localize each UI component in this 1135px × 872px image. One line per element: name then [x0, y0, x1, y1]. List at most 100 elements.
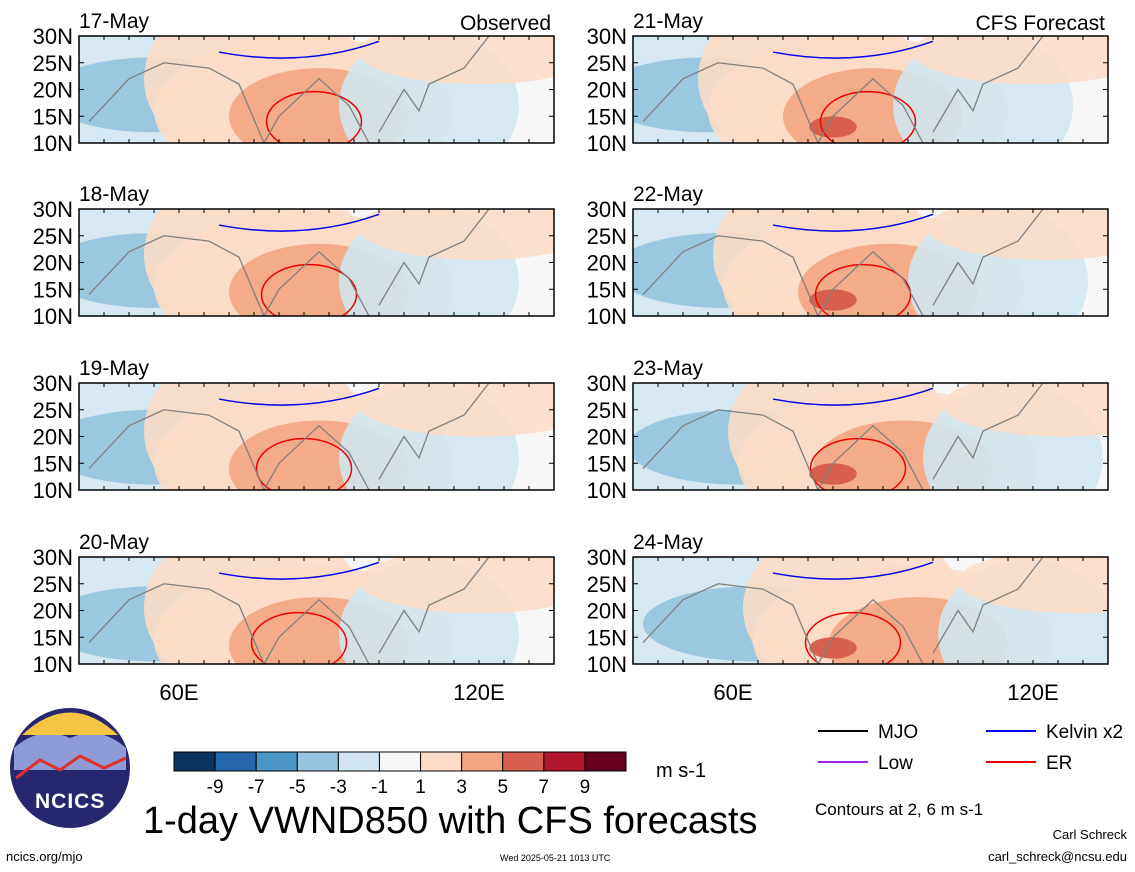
- kelvin-contour: [218, 387, 380, 406]
- y-tick-label: 20N: [33, 425, 73, 450]
- colorbar-swatch: [502, 751, 545, 772]
- y-tick-label: 20N: [33, 251, 73, 276]
- colorbar-swatch: [337, 751, 380, 772]
- y-tick-label: 10N: [33, 304, 73, 329]
- y-tick-label: 25N: [33, 51, 73, 76]
- y-tick-label: 15N: [33, 625, 73, 650]
- map-panel: [78, 35, 555, 144]
- anomaly-shade: [809, 289, 857, 311]
- er-contour: [804, 611, 902, 664]
- map-panel: [632, 35, 1109, 144]
- colorbar-swatch: [461, 751, 504, 772]
- anomaly-shade: [359, 383, 554, 437]
- field-layer: [633, 209, 1108, 316]
- kelvin-contour: [772, 213, 934, 232]
- y-tick-label: 20N: [587, 599, 627, 624]
- coastline: [88, 36, 490, 143]
- colorbar-label: -3: [330, 777, 347, 798]
- y-tick-label: 15N: [33, 277, 73, 302]
- field-layer: [79, 383, 554, 490]
- y-tick-label: 10N: [587, 478, 627, 503]
- field-layer: [79, 557, 554, 664]
- field-layer: [633, 557, 1108, 664]
- website-link[interactable]: ncics.org/mjo: [6, 849, 83, 864]
- colorbar-label: 7: [539, 777, 550, 798]
- kelvin-contour: [772, 40, 934, 59]
- panel-kind-label: CFS Forecast: [975, 12, 1105, 35]
- anomaly-shade: [359, 209, 554, 260]
- y-tick-label: 10N: [33, 652, 73, 677]
- y-tick-label: 20N: [587, 425, 627, 450]
- logo-line: [15, 754, 127, 780]
- contour-note: Contours at 2, 6 m s-1: [815, 800, 984, 819]
- coastline: [642, 383, 1044, 490]
- panel-kind-label: Observed: [460, 12, 551, 35]
- y-tick-label: 30N: [33, 197, 73, 222]
- kelvin-contour: [218, 40, 380, 59]
- timestamp: Wed 2025-05-21 1013 UTC: [500, 853, 611, 863]
- colorbar-label: -1: [371, 777, 388, 798]
- y-tick-label: 30N: [587, 371, 627, 396]
- units-label: m s-1: [656, 760, 706, 782]
- er-contour: [250, 611, 348, 664]
- anomaly-shade: [943, 383, 1108, 437]
- y-tick-label: 25N: [33, 398, 73, 423]
- kelvin-contour: [218, 213, 380, 232]
- kelvin-contour: [218, 561, 380, 580]
- coastline: [642, 36, 1044, 143]
- y-tick-label: 25N: [587, 51, 627, 76]
- y-tick-label: 15N: [33, 451, 73, 476]
- colorbar-swatch: [378, 751, 422, 772]
- x-tick-label: 120E: [453, 680, 504, 705]
- author-name: Carl Schreck: [1052, 827, 1127, 842]
- colorbar-label: -7: [248, 777, 265, 798]
- coastline: [88, 209, 490, 316]
- anomaly-shade: [809, 463, 857, 485]
- field-layer: [633, 383, 1108, 490]
- er-contour: [265, 90, 363, 143]
- colorbar-label: 3: [456, 777, 467, 798]
- map-panel: [632, 382, 1109, 491]
- figure-title: 1-day VWND850 with CFS forecasts: [143, 800, 758, 842]
- legend-label: Kelvin x2: [1046, 722, 1123, 743]
- y-tick-label: 25N: [33, 572, 73, 597]
- colorbar-swatch: [173, 751, 216, 772]
- panel-date: 20-May: [79, 531, 150, 554]
- panel-date: 17-May: [79, 10, 150, 33]
- colorbar-swatch: [420, 751, 463, 772]
- y-tick-label: 10N: [33, 131, 73, 156]
- map-panel: [78, 208, 555, 317]
- y-tick-label: 20N: [587, 251, 627, 276]
- map-panel: [632, 208, 1109, 317]
- er-contour: [819, 90, 917, 143]
- y-tick-label: 20N: [587, 78, 627, 103]
- y-tick-label: 30N: [587, 197, 627, 222]
- y-tick-label: 25N: [33, 224, 73, 249]
- x-tick-label: 120E: [1007, 680, 1058, 705]
- kelvin-contour: [772, 387, 934, 406]
- y-tick-label: 30N: [33, 545, 73, 570]
- colorbar-label: 1: [415, 777, 426, 798]
- colorbar-swatch: [584, 751, 627, 772]
- panel-date: 23-May: [633, 357, 704, 380]
- er-contour: [260, 263, 358, 316]
- x-tick-label: 60E: [713, 680, 752, 705]
- anomaly-shade: [913, 36, 1108, 85]
- y-tick-label: 30N: [33, 371, 73, 396]
- field-layer: [633, 36, 1108, 143]
- y-tick-label: 10N: [33, 478, 73, 503]
- y-tick-label: 20N: [33, 599, 73, 624]
- anomaly-shade: [359, 557, 554, 614]
- legend-label: MJO: [878, 722, 918, 743]
- y-tick-label: 25N: [587, 224, 627, 249]
- panel-date: 24-May: [633, 531, 704, 554]
- y-tick-label: 10N: [587, 652, 627, 677]
- y-tick-label: 25N: [587, 572, 627, 597]
- y-tick-label: 10N: [587, 304, 627, 329]
- colorbar-label: -5: [289, 777, 306, 798]
- coastline: [642, 209, 1044, 316]
- y-tick-label: 15N: [587, 625, 627, 650]
- er-contour: [809, 437, 907, 490]
- anomaly-shade: [928, 209, 1108, 260]
